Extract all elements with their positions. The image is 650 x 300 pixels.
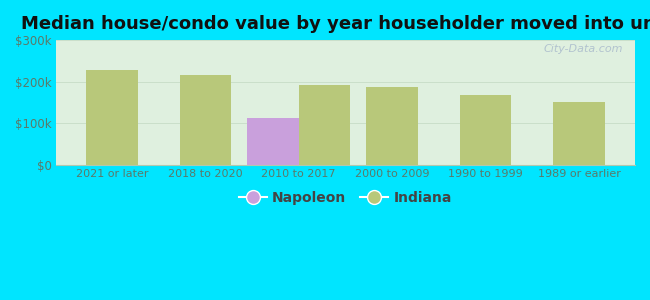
Title: Median house/condo value by year householder moved into unit: Median house/condo value by year househo… (21, 15, 650, 33)
Bar (86, 70, 138, 165)
Bar (367, 87, 418, 165)
Text: City-Data.com: City-Data.com (544, 44, 623, 54)
Bar (247, 118, 299, 165)
Bar (299, 85, 350, 165)
Bar (179, 76, 231, 165)
Bar (460, 95, 511, 165)
Legend: Napoleon, Indiana: Napoleon, Indiana (233, 185, 458, 210)
Bar (553, 102, 604, 165)
